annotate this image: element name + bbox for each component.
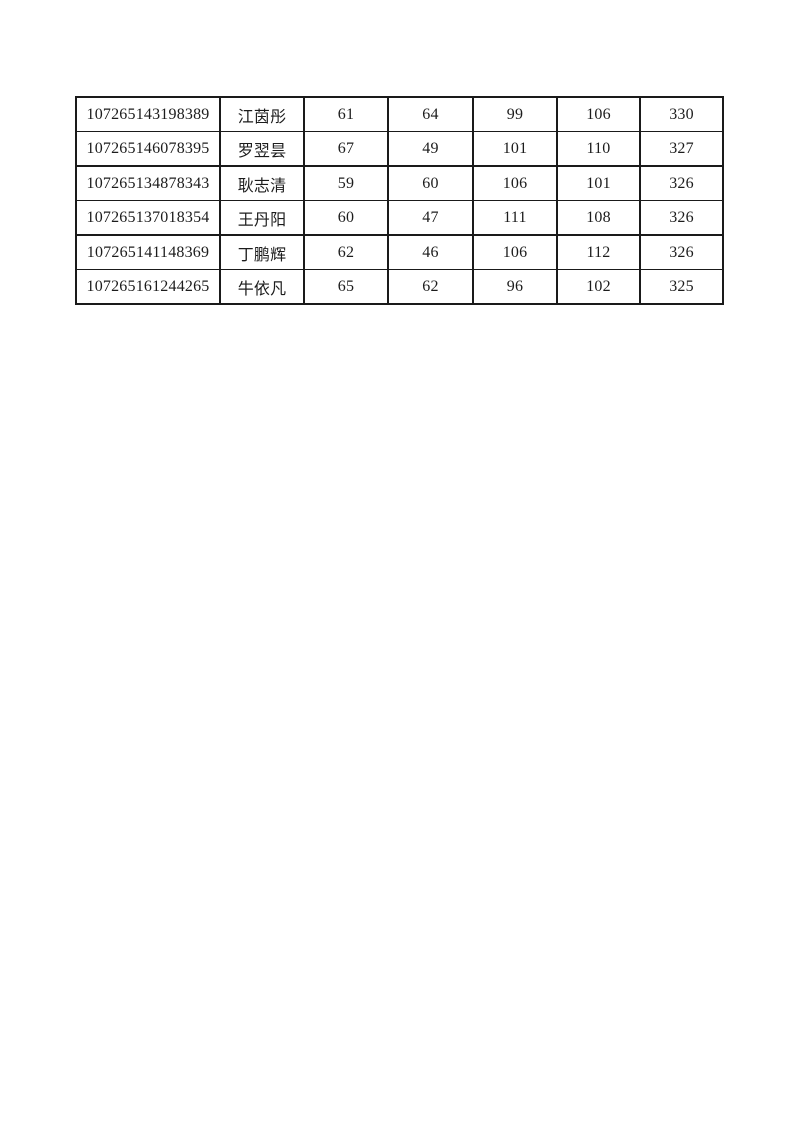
table-row: 107265137018354 王丹阳 60 47 111 108 326 bbox=[76, 200, 723, 235]
score-2-cell: 49 bbox=[387, 131, 473, 166]
score-1-cell: 59 bbox=[303, 165, 388, 201]
score-1-cell: 60 bbox=[303, 200, 388, 235]
total-score-cell: 326 bbox=[639, 165, 723, 201]
candidate-name-cell: 牛依凡 bbox=[219, 269, 304, 304]
score-2-cell: 62 bbox=[387, 269, 473, 304]
score-4-cell: 106 bbox=[556, 97, 640, 132]
table-row: 107265161244265 牛依凡 65 62 96 102 325 bbox=[76, 269, 723, 304]
score-2-cell: 60 bbox=[387, 165, 473, 201]
table-row: 107265141148369 丁鹏辉 62 46 106 112 326 bbox=[76, 234, 723, 270]
score-table: 107265143198389 江茵彤 61 64 99 106 330 1072651460… bbox=[75, 96, 724, 305]
score-3-cell: 101 bbox=[472, 131, 557, 166]
total-score-cell: 326 bbox=[639, 234, 723, 270]
total-score-cell: 326 bbox=[639, 200, 723, 235]
score-4-cell: 102 bbox=[556, 269, 640, 304]
candidate-id-cell: 107265137018354 bbox=[76, 200, 220, 235]
score-1-cell: 65 bbox=[303, 269, 388, 304]
total-score-cell: 325 bbox=[639, 269, 723, 304]
candidate-name-cell: 耿志清 bbox=[219, 165, 304, 201]
score-1-cell: 62 bbox=[303, 234, 388, 270]
candidate-id-cell: 107265143198389 bbox=[86, 105, 210, 123]
score-2-cell: 47 bbox=[387, 200, 473, 235]
score-4-cell: 110 bbox=[556, 131, 640, 166]
candidate-name-cell: 丁鹏辉 bbox=[219, 234, 304, 270]
table-row: 107265146078395 罗翌昙 67 49 101 110 327 bbox=[76, 131, 723, 166]
score-4-cell: 112 bbox=[556, 234, 640, 270]
table-row: 107265143198389 江茵彤 61 64 99 106 330 bbox=[76, 97, 723, 132]
candidate-id-cell: 107265161244265 bbox=[76, 269, 220, 304]
score-2-cell: 64 bbox=[387, 97, 473, 132]
candidate-name-cell: 罗翌昙 bbox=[219, 131, 304, 166]
candidate-id-cell: 107265146078395 bbox=[76, 131, 220, 166]
score-3-cell: 106 bbox=[472, 234, 557, 270]
score-3-cell: 96 bbox=[472, 269, 557, 304]
table-row: 107265134878343 耿志清 59 60 106 101 326 bbox=[76, 165, 723, 201]
candidate-name-cell: 王丹阳 bbox=[219, 200, 304, 235]
score-1-cell: 61 bbox=[303, 97, 388, 132]
score-3-cell: 106 bbox=[472, 165, 557, 201]
total-score-cell: 327 bbox=[639, 131, 723, 166]
score-1-cell: 67 bbox=[303, 131, 388, 166]
score-3-cell: 99 bbox=[472, 97, 557, 132]
candidate-name-cell: 江茵彤 bbox=[219, 97, 304, 132]
candidate-id-cell: 107265141148369 bbox=[76, 234, 220, 270]
score-4-cell: 101 bbox=[556, 165, 640, 201]
score-3-cell: 111 bbox=[472, 200, 557, 235]
candidate-id-cell: 107265134878343 bbox=[76, 165, 220, 201]
score-4-cell: 108 bbox=[556, 200, 640, 235]
score-2-cell: 46 bbox=[387, 234, 473, 270]
total-score-cell: 330 bbox=[639, 97, 723, 132]
